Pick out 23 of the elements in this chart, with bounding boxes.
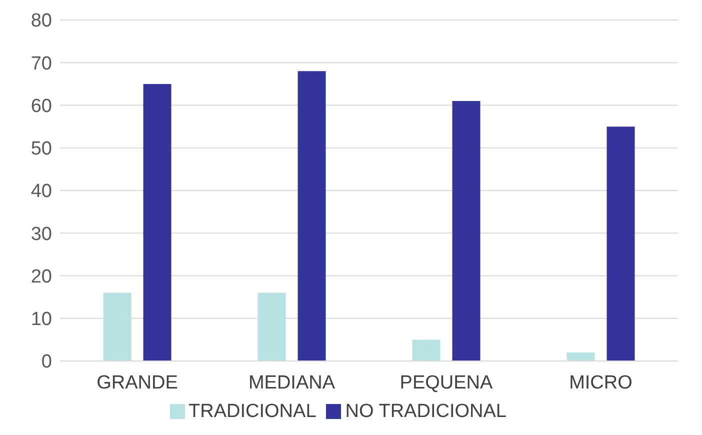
y-tick-label: 80 xyxy=(30,10,52,32)
y-tick-label: 10 xyxy=(30,309,52,330)
legend-label: TRADICIONAL xyxy=(188,401,316,422)
bar xyxy=(452,100,480,361)
y-tick-label: 50 xyxy=(30,138,52,160)
bar xyxy=(258,292,286,361)
bar xyxy=(143,84,172,361)
x-tick-label: MICRO xyxy=(569,372,632,394)
bar xyxy=(412,340,440,361)
bar xyxy=(566,352,595,361)
bar xyxy=(606,126,635,361)
x-tick-label: PEQUENA xyxy=(400,372,494,394)
legend-label: NO TRADICIONAL xyxy=(345,401,506,422)
y-tick-label: 60 xyxy=(30,96,52,117)
x-tick-label: GRANDE xyxy=(96,372,178,394)
y-tick-label: 40 xyxy=(30,181,52,202)
y-tick-label: 0 xyxy=(41,352,52,373)
x-tick-label: MEDIANA xyxy=(248,372,336,394)
bar xyxy=(103,292,132,361)
y-tick-label: 20 xyxy=(30,266,52,288)
y-tick-label: 70 xyxy=(30,53,52,74)
y-tick-label: 30 xyxy=(30,224,52,245)
bar xyxy=(298,71,326,361)
